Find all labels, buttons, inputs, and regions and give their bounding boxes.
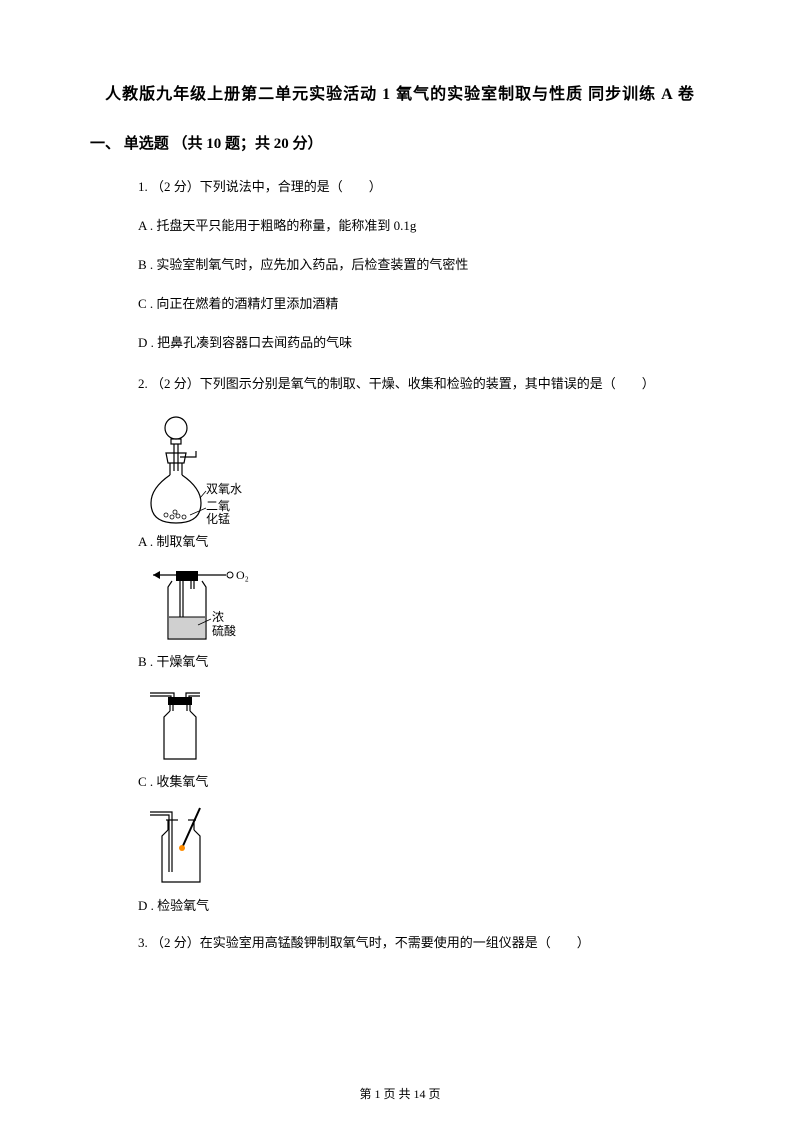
section-info: （共 10 题；共 20 分） — [173, 136, 323, 152]
question-2: 2. （2 分）下列图示分别是氧气的制取、干燥、收集和检验的装置，其中错误的是（… — [138, 372, 710, 395]
section-title: 单选题 — [124, 136, 169, 152]
label-o2: O₂ — [236, 568, 249, 582]
question-1: 1. （2 分）下列说法中，合理的是（ ） — [138, 175, 710, 198]
question-3: 3. （2 分）在实验室用高锰酸钾制取氧气时，不需要使用的一组仪器是（ ） — [138, 931, 710, 954]
q2-option-c: C . 收集氧气 — [138, 772, 710, 793]
document-title: 人教版九年级上册第二单元实验活动 1 氧气的实验室制取与性质 同步训练 A 卷 — [90, 80, 710, 104]
q1-option-d: D . 把鼻孔凑到容器口去闻药品的气味 — [138, 333, 710, 354]
q1-option-c: C . 向正在燃着的酒精灯里添加酒精 — [138, 294, 710, 315]
q1-option-b: B . 实验室制氧气时，应先加入药品，后检查装置的气密性 — [138, 255, 710, 276]
label-h2o2: 双氧水 — [206, 482, 242, 496]
section-number: 一、 — [90, 136, 120, 152]
q2-option-a: A . 制取氧气 — [138, 532, 710, 553]
label-h2so4-2: 硫酸 — [212, 623, 236, 638]
section-header: 一、 单选题 （共 10 题；共 20 分） — [90, 132, 710, 153]
q2-diagram-d — [138, 802, 710, 892]
q2-diagram-c — [138, 683, 710, 768]
q2-diagram-b: O₂ 浓 硫酸 — [138, 563, 710, 648]
q2-option-b: B . 干燥氧气 — [138, 652, 710, 673]
q2-diagram-a: 双氧水 二氧 化锰 — [138, 413, 710, 528]
q1-option-a: A . 托盘天平只能用于粗略的称量，能称准到 0.1g — [138, 216, 710, 237]
label-h2so4-1: 浓 — [212, 610, 224, 624]
page-footer: 第 1 页 共 14 页 — [0, 1085, 800, 1102]
label-mno2-2: 化锰 — [206, 511, 230, 526]
label-mno2-1: 二氧 — [206, 499, 230, 513]
q2-option-d: D . 检验氧气 — [138, 896, 710, 917]
